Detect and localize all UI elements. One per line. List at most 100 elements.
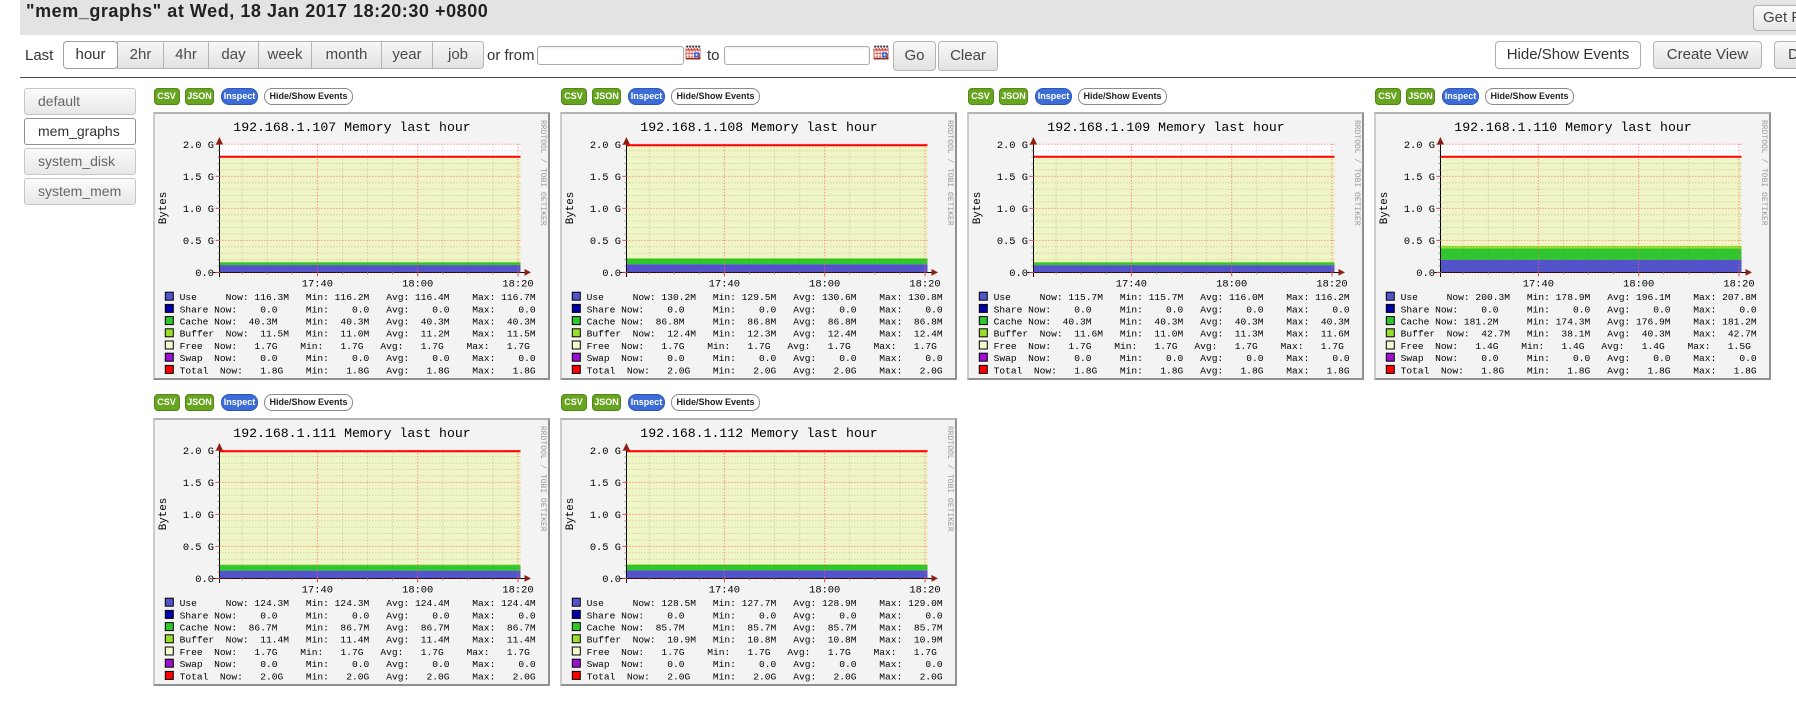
svg-text:Min: 86.7M: Min: 86.7M bbox=[306, 623, 370, 634]
svg-text:Total Now: 1.8G: Total Now: 1.8G bbox=[180, 365, 284, 376]
svg-text:Free Now: 1.7G: Free Now: 1.7G bbox=[587, 647, 685, 658]
svg-text:Buffer Now: 12.4M: Buffer Now: 12.4M bbox=[587, 329, 697, 340]
svg-text:18:20: 18:20 bbox=[502, 279, 533, 291]
svg-text:0.5 G: 0.5 G bbox=[183, 542, 214, 554]
svg-text:Min: 0.0: Min: 0.0 bbox=[1120, 353, 1184, 364]
svg-text:Cache Now: 181.2M: Cache Now: 181.2M bbox=[1401, 317, 1499, 328]
svg-text:Min: 85.7M: Min: 85.7M bbox=[713, 623, 777, 634]
svg-text:Avg: 2.0G: Avg: 2.0G bbox=[793, 671, 857, 682]
svg-text:Use Now: 128.5M: Use Now: 128.5M bbox=[587, 598, 697, 609]
svg-text:Avg: 0.0: Avg: 0.0 bbox=[386, 353, 450, 364]
svg-text:Avg: 2.0G: Avg: 2.0G bbox=[386, 671, 450, 682]
svg-text:Bytes: Bytes bbox=[565, 498, 577, 530]
svg-text:Min: 11.4M: Min: 11.4M bbox=[306, 635, 370, 646]
svg-text:Bytes: Bytes bbox=[565, 192, 577, 224]
svg-text:1.5 G: 1.5 G bbox=[590, 478, 621, 490]
svg-text:192.168.1.108 Memory last hour: 192.168.1.108 Memory last hour bbox=[640, 120, 877, 135]
svg-text:17:40: 17:40 bbox=[302, 279, 333, 291]
svg-text:Min: 11.0M: Min: 11.0M bbox=[1120, 329, 1184, 340]
svg-text:0.5 G: 0.5 G bbox=[590, 236, 621, 248]
svg-text:18:00: 18:00 bbox=[1623, 279, 1654, 291]
svg-text:18:00: 18:00 bbox=[809, 279, 840, 291]
svg-text:0.0: 0.0 bbox=[195, 574, 214, 586]
svg-text:Avg: 128.9M: Avg: 128.9M bbox=[793, 598, 857, 609]
svg-text:Swap Now: 0.0: Swap Now: 0.0 bbox=[587, 659, 685, 670]
svg-text:18:20: 18:20 bbox=[502, 585, 533, 597]
svg-text:Min: 2.0G: Min: 2.0G bbox=[306, 671, 370, 682]
svg-text:18:00: 18:00 bbox=[809, 585, 840, 597]
svg-text:Max: 85.7M: Max: 85.7M bbox=[879, 623, 943, 634]
svg-text:1.0 G: 1.0 G bbox=[183, 510, 214, 522]
svg-text:Avg: 1.7G: Avg: 1.7G bbox=[380, 341, 444, 352]
svg-text:RRDTOOL / TOBI OETIKER: RRDTOOL / TOBI OETIKER bbox=[1352, 120, 1361, 226]
svg-text:Max: 129.0M: Max: 129.0M bbox=[879, 598, 943, 609]
svg-text:Avg: 0.0: Avg: 0.0 bbox=[1200, 304, 1264, 315]
svg-text:Buffer Now: 11.5M: Buffer Now: 11.5M bbox=[180, 329, 290, 340]
svg-text:192.168.1.109 Memory last hour: 192.168.1.109 Memory last hour bbox=[1047, 120, 1284, 135]
svg-text:17:40: 17:40 bbox=[1523, 279, 1554, 291]
svg-text:17:40: 17:40 bbox=[709, 585, 740, 597]
svg-text:Max: 0.0: Max: 0.0 bbox=[472, 304, 536, 315]
svg-text:Min: 0.0: Min: 0.0 bbox=[1527, 353, 1591, 364]
svg-text:Min: 0.0: Min: 0.0 bbox=[306, 353, 370, 364]
svg-text:Max: 0.0: Max: 0.0 bbox=[1693, 304, 1757, 315]
svg-text:RRDTOOL / TOBI OETIKER: RRDTOOL / TOBI OETIKER bbox=[945, 120, 954, 226]
svg-text:Use Now: 200.3M: Use Now: 200.3M bbox=[1401, 292, 1511, 303]
svg-text:Avg: 11.2M: Avg: 11.2M bbox=[386, 329, 450, 340]
svg-text:Total Now: 2.0G: Total Now: 2.0G bbox=[587, 365, 691, 376]
svg-text:2.0 G: 2.0 G bbox=[183, 446, 214, 458]
svg-text:Free Now: 1.4G: Free Now: 1.4G bbox=[1401, 341, 1499, 352]
svg-text:Avg: 1.4G: Avg: 1.4G bbox=[1601, 341, 1665, 352]
svg-text:Swap Now: 0.0: Swap Now: 0.0 bbox=[994, 353, 1092, 364]
svg-text:Total Now: 2.0G: Total Now: 2.0G bbox=[587, 671, 691, 682]
svg-text:17:40: 17:40 bbox=[709, 279, 740, 291]
svg-text:1.5 G: 1.5 G bbox=[590, 172, 621, 184]
svg-text:RRDTOOL / TOBI OETIKER: RRDTOOL / TOBI OETIKER bbox=[945, 426, 954, 532]
svg-text:Free Now: 1.7G: Free Now: 1.7G bbox=[180, 341, 278, 352]
svg-text:Cache Now: 40.3M: Cache Now: 40.3M bbox=[180, 317, 278, 328]
svg-text:Avg: 116.4M: Avg: 116.4M bbox=[386, 292, 450, 303]
svg-text:Cache Now: 40.3M: Cache Now: 40.3M bbox=[994, 317, 1092, 328]
svg-text:Max: 2.0G: Max: 2.0G bbox=[879, 365, 943, 376]
svg-text:Max: 181.2M: Max: 181.2M bbox=[1693, 317, 1757, 328]
svg-text:Min: 1.8G: Min: 1.8G bbox=[1120, 365, 1184, 376]
svg-text:Min: 40.3M: Min: 40.3M bbox=[1120, 317, 1184, 328]
svg-text:Min: 127.7M: Min: 127.7M bbox=[713, 598, 777, 609]
svg-text:Max: 130.8M: Max: 130.8M bbox=[879, 292, 943, 303]
svg-text:1.5 G: 1.5 G bbox=[183, 478, 214, 490]
svg-text:Min: 40.3M: Min: 40.3M bbox=[306, 317, 370, 328]
svg-text:Share Now: 0.0: Share Now: 0.0 bbox=[1401, 304, 1499, 315]
svg-text:Min: 0.0: Min: 0.0 bbox=[1527, 304, 1591, 315]
svg-text:Avg: 0.0: Avg: 0.0 bbox=[1607, 304, 1671, 315]
svg-text:Max: 2.0G: Max: 2.0G bbox=[472, 671, 536, 682]
svg-text:Avg: 176.9M: Avg: 176.9M bbox=[1607, 317, 1671, 328]
svg-text:Cache Now: 85.7M: Cache Now: 85.7M bbox=[587, 623, 685, 634]
svg-text:Use Now: 124.3M: Use Now: 124.3M bbox=[180, 598, 290, 609]
svg-text:Avg: 85.7M: Avg: 85.7M bbox=[793, 623, 857, 634]
svg-text:Avg: 12.4M: Avg: 12.4M bbox=[793, 329, 857, 340]
svg-text:Buffer Now: 42.7M: Buffer Now: 42.7M bbox=[1401, 329, 1511, 340]
svg-text:18:00: 18:00 bbox=[402, 585, 433, 597]
svg-text:Min: 0.0: Min: 0.0 bbox=[713, 304, 777, 315]
svg-text:Avg: 116.0M: Avg: 116.0M bbox=[1200, 292, 1264, 303]
svg-text:Avg: 86.8M: Avg: 86.8M bbox=[793, 317, 857, 328]
svg-text:Share Now: 0.0: Share Now: 0.0 bbox=[994, 304, 1092, 315]
svg-text:2.0 G: 2.0 G bbox=[590, 446, 621, 458]
svg-text:192.168.1.107 Memory last hour: 192.168.1.107 Memory last hour bbox=[233, 120, 470, 135]
svg-text:Min: 1.4G: Min: 1.4G bbox=[1521, 341, 1585, 352]
svg-text:192.168.1.110 Memory last hour: 192.168.1.110 Memory last hour bbox=[1454, 120, 1691, 135]
svg-text:Max: 40.3M: Max: 40.3M bbox=[472, 317, 536, 328]
svg-text:Max: 0.0: Max: 0.0 bbox=[472, 353, 536, 364]
svg-text:1.0 G: 1.0 G bbox=[183, 204, 214, 216]
svg-text:Min: 1.7G: Min: 1.7G bbox=[300, 647, 364, 658]
svg-text:Min: 1.7G: Min: 1.7G bbox=[1114, 341, 1178, 352]
svg-text:2.0 G: 2.0 G bbox=[997, 140, 1028, 152]
svg-text:Swap Now: 0.0: Swap Now: 0.0 bbox=[180, 353, 278, 364]
svg-text:Max: 40.3M: Max: 40.3M bbox=[1286, 317, 1350, 328]
svg-text:Avg: 0.0: Avg: 0.0 bbox=[386, 304, 450, 315]
svg-text:0.5 G: 0.5 G bbox=[590, 542, 621, 554]
svg-text:Max: 86.8M: Max: 86.8M bbox=[879, 317, 943, 328]
svg-text:Min: 129.5M: Min: 129.5M bbox=[713, 292, 777, 303]
svg-text:Min: 2.0G: Min: 2.0G bbox=[713, 365, 777, 376]
svg-text:Max: 1.8G: Max: 1.8G bbox=[1286, 365, 1350, 376]
